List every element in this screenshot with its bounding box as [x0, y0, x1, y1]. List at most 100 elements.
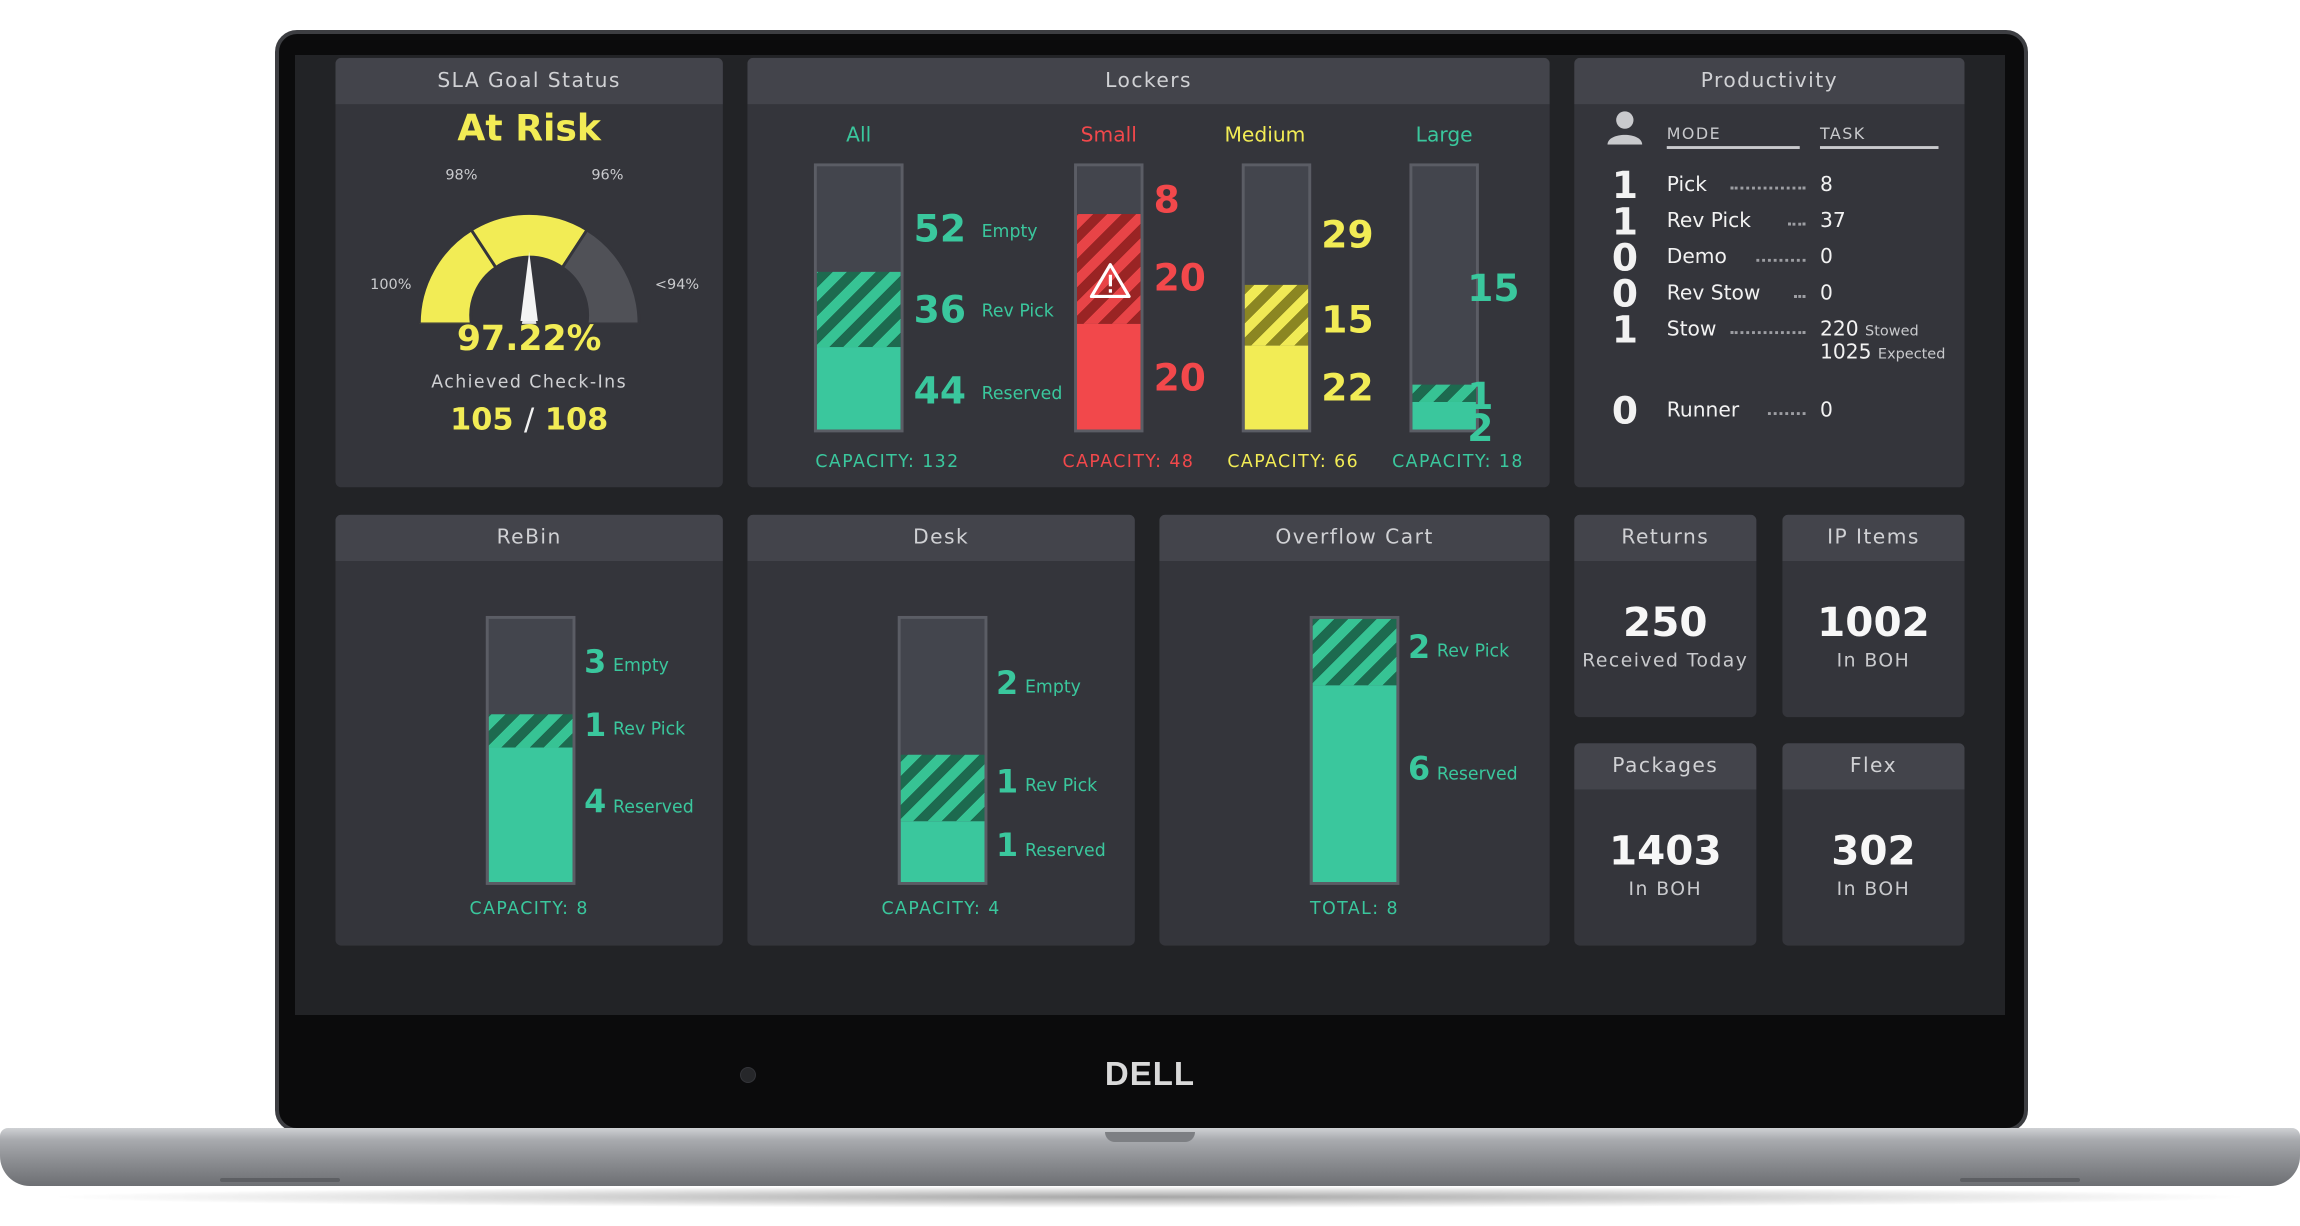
- speaker-vent-right: [1960, 1178, 2080, 1182]
- packages-label: In BOH: [1628, 879, 1703, 901]
- webcam-icon: [740, 1067, 756, 1083]
- productivity-mode: Stow: [1666, 318, 1717, 342]
- productivity-task: 37: [1819, 209, 1846, 233]
- lockers-all-name: All: [846, 124, 872, 148]
- flex-label: In BOH: [1836, 879, 1911, 901]
- productivity-mode: Runner: [1666, 399, 1740, 423]
- lockers-large-value-3: 2: [1467, 407, 1494, 452]
- productivity-row: 1 Stow 220 Stowed: [1574, 312, 1964, 370]
- desk-empty-value: 2: [996, 666, 1019, 703]
- productivity-task-expected: 1025 Expected: [1820, 341, 1945, 364]
- productivity-leader: [1793, 295, 1806, 298]
- productivity-row: 0 Runner 0: [1574, 393, 1964, 451]
- lockers-small-name: Small: [1080, 124, 1137, 148]
- productivity-row: 1 Rev Pick 37: [1574, 204, 1964, 262]
- lockers-large-value-1: 15: [1467, 267, 1520, 311]
- productivity-row: 0 Demo 0: [1574, 240, 1964, 298]
- desk-bar: [897, 615, 988, 885]
- lockers-all-empty-value: 52: [913, 208, 966, 252]
- lockers-medium-bar: [1241, 163, 1312, 433]
- productivity-row: 0 Rev Stow 0: [1574, 276, 1964, 334]
- rebin-empty-value: 3: [584, 644, 607, 682]
- returns-tile: Returns 250 Received Today: [1574, 514, 1757, 718]
- productivity-count: 0: [1611, 237, 1638, 281]
- desk-panel: Desk 2 Empty 1 Rev Pick 1 Reserved CAPAC…: [747, 514, 1135, 946]
- productivity-count: 0: [1611, 390, 1638, 434]
- packages-tile: Packages 1403 In BOH: [1574, 743, 1757, 946]
- productivity-task2-value: 1025: [1819, 341, 1872, 365]
- desk-capacity: CAPACITY: 4: [881, 897, 1001, 919]
- lockers-small-value-1: 8: [1153, 179, 1180, 223]
- rebin-bar: [485, 615, 576, 885]
- sla-gauge: [417, 212, 641, 324]
- productivity-mode: Demo: [1666, 245, 1727, 269]
- gauge-label-98: 98%: [445, 167, 478, 184]
- productivity-leader: [1730, 331, 1806, 335]
- rebin-panel-title: ReBin: [335, 514, 723, 562]
- gauge-label-100: 100%: [370, 277, 412, 294]
- returns-label: Received Today: [1582, 650, 1749, 673]
- productivity-task: 220 Stowed: [1820, 318, 1919, 341]
- desk-revpick-value: 1: [996, 764, 1019, 802]
- productivity-count: 1: [1611, 201, 1638, 245]
- sla-percent: 97.22%: [456, 318, 602, 359]
- laptop-shadow: [40, 1186, 2260, 1208]
- speaker-vent-left: [220, 1178, 340, 1182]
- lockers-small-value-3: 20: [1153, 357, 1206, 401]
- lockers-all-revpick-label: Rev Pick: [981, 300, 1054, 322]
- returns-title: Returns: [1574, 514, 1757, 562]
- packages-value: 1403: [1608, 827, 1722, 875]
- overflow-revpick-label: Rev Pick: [1436, 640, 1510, 661]
- productivity-task-value: 220: [1819, 318, 1859, 342]
- productivity-panel-title: Productivity: [1574, 57, 1965, 105]
- overflow-revpick-segment: [1312, 618, 1397, 686]
- lockers-large-capacity: CAPACITY: 18: [1392, 451, 1524, 472]
- gauge-label-94: <94%: [654, 277, 700, 294]
- gauge-segment-96-94: [560, 227, 641, 324]
- lockers-panel: Lockers All 52 Empty 36 Rev Pick 44 Rese…: [747, 57, 1550, 488]
- lockers-all-revpick-value: 36: [913, 289, 966, 333]
- desk-reserved-value: 1: [996, 828, 1019, 865]
- lockers-all-empty-label: Empty: [981, 221, 1038, 242]
- lockers-all-capacity: CAPACITY: 132: [815, 451, 960, 472]
- ip-items-tile: IP Items 1002 In BOH: [1782, 514, 1965, 718]
- productivity-leader: [1756, 258, 1806, 262]
- lockers-all-reserved-segment: [816, 347, 901, 430]
- desk-reserved-segment: [900, 821, 985, 882]
- rebin-reserved-value: 4: [584, 785, 607, 822]
- desk-empty-label: Empty: [1024, 676, 1081, 697]
- lockers-large-value-2: 1: [1467, 375, 1494, 420]
- ip-items-title: IP Items: [1782, 514, 1965, 562]
- ip-items-value: 1002: [1817, 598, 1930, 647]
- productivity-panel: Productivity MODE TASK 1 Pick 8 1 Rev Pi…: [1574, 57, 1965, 488]
- sla-ratio: 105 / 108: [335, 402, 722, 437]
- lockers-all-bar: [813, 163, 904, 433]
- lockers-medium-reserved-segment: [1244, 345, 1309, 430]
- lockers-all-revpick-segment: [816, 271, 901, 348]
- sla-achieved: 105: [450, 401, 514, 437]
- lockers-medium-value-1: 29: [1321, 214, 1374, 258]
- dashboard-canvas: SLA Goal Status At Risk 98% 96% 100% <94…: [295, 55, 2005, 1015]
- desk-reserved-label: Reserved: [1024, 840, 1106, 861]
- productivity-task-sub: Stowed: [1865, 323, 1919, 340]
- overflow-reserved-label: Reserved: [1436, 763, 1518, 784]
- lockers-medium-value-3: 22: [1321, 367, 1374, 411]
- flex-value: 302: [1831, 827, 1916, 875]
- rebin-revpick-label: Rev Pick: [613, 718, 686, 739]
- lockers-panel-title: Lockers: [747, 57, 1550, 105]
- lockers-small-reserved-segment: [1077, 323, 1141, 430]
- productivity-col-task: TASK: [1819, 124, 1939, 149]
- packages-title: Packages: [1574, 743, 1757, 790]
- overflow-panel: Overflow Cart 2 Rev Pick 6 Reserved TOTA…: [1159, 514, 1550, 946]
- lockers-all-reserved-label: Reserved: [981, 383, 1063, 404]
- productivity-leader: [1730, 186, 1806, 190]
- sla-caption: Achieved Check-Ins: [431, 371, 628, 392]
- lockers-small-value-2: 20: [1153, 257, 1206, 301]
- productivity-mode: Rev Pick: [1666, 209, 1752, 233]
- gauge-label-96: 96%: [591, 167, 624, 184]
- lockers-medium-value-2: 15: [1321, 299, 1374, 343]
- sla-panel-title: SLA Goal Status: [335, 57, 723, 105]
- productivity-col-mode: MODE: [1666, 124, 1800, 149]
- productivity-mode: Rev Stow: [1666, 281, 1761, 306]
- lockers-medium-capacity: CAPACITY: 66: [1227, 451, 1360, 472]
